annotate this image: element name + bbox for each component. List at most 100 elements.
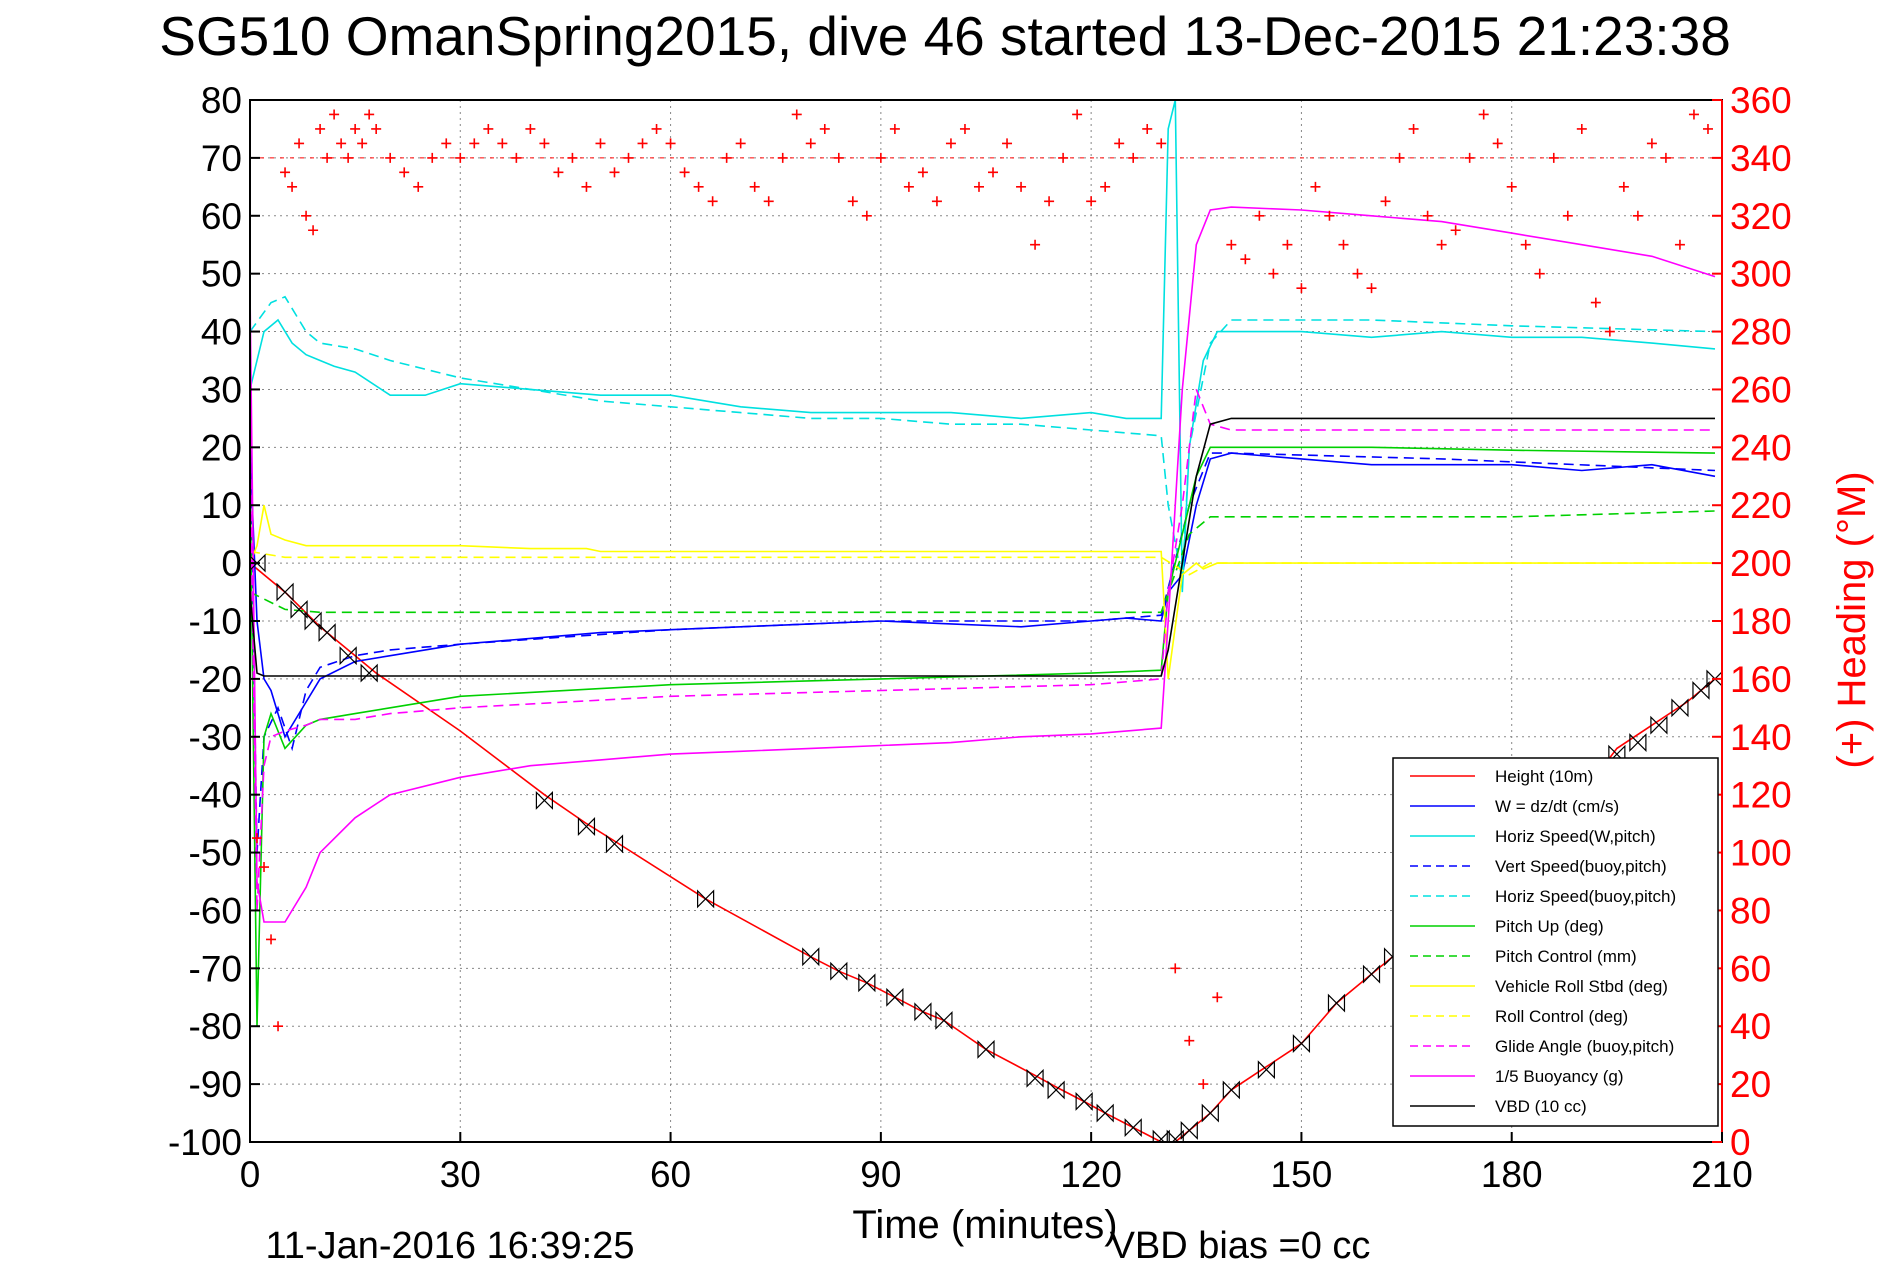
x-tick-label: 90: [860, 1154, 901, 1195]
heading-point: [581, 181, 592, 192]
series-line-3: [250, 418, 1716, 853]
heading-point: [903, 181, 914, 192]
heading-point: [693, 181, 704, 192]
heading-point: [1324, 210, 1335, 221]
heading-point: [1002, 138, 1013, 149]
heading-point: [252, 833, 263, 844]
y-right-tick-label: 140: [1730, 717, 1792, 758]
heading-point: [651, 123, 662, 134]
heading-point: [1702, 123, 1713, 134]
heading-point: [1156, 138, 1167, 149]
heading-point: [1142, 123, 1153, 134]
heading-point: [525, 123, 536, 134]
y-tick-label: 40: [201, 312, 242, 353]
heading-point: [665, 138, 676, 149]
heading-point: [1632, 210, 1643, 221]
vbd-marker: [535, 791, 553, 810]
heading-point: [413, 181, 424, 192]
heading-point: [1170, 963, 1181, 974]
heading-point: [707, 196, 718, 207]
x-tick-label: 60: [650, 1154, 691, 1195]
x-tick-label: 30: [440, 1154, 481, 1195]
vbd-marker: [1075, 1092, 1093, 1111]
chart-title: SG510 OmanSpring2015, dive 46 started 13…: [159, 5, 1731, 67]
heading-point: [1534, 268, 1545, 279]
series-line-5: [250, 446, 1716, 1027]
heading-point: [294, 138, 305, 149]
heading-point: [609, 167, 620, 178]
heading-point: [259, 862, 270, 873]
heading-point: [1604, 326, 1615, 337]
legend-label-8: Roll Control (deg): [1495, 1007, 1628, 1026]
y-right-tick-label: 340: [1730, 138, 1792, 179]
legend-label-6: Pitch Control (mm): [1495, 947, 1637, 966]
heading-point: [1492, 138, 1503, 149]
legend-label-7: Vehicle Roll Stbd (deg): [1495, 977, 1668, 996]
y-tick-label: -60: [189, 890, 242, 931]
heading-point: [805, 138, 816, 149]
heading-point: [273, 1021, 284, 1032]
heading-point: [1618, 181, 1629, 192]
vbd-marker: [339, 646, 357, 666]
diamond-marker-layer: [250, 553, 1722, 1142]
heading-point: [1072, 109, 1083, 120]
footer-vbd-bias: VBD bias =0 cc: [1110, 1225, 1371, 1262]
legend-label-10: 1/5 Buoyancy (g): [1495, 1067, 1624, 1086]
x-tick-label: 0: [240, 1154, 261, 1195]
series-line-2: [250, 100, 1716, 593]
heading-layer: [250, 109, 1722, 1090]
y-right-tick-label: 360: [1730, 80, 1792, 121]
heading-point: [889, 123, 900, 134]
footer-timestamp: 11-Jan-2016 16:39:25: [265, 1225, 634, 1262]
vbd-marker: [290, 599, 308, 619]
heading-point: [1044, 196, 1055, 207]
heading-point: [1254, 210, 1265, 221]
y-right-tick-label: 0: [1730, 1122, 1751, 1163]
x-ticks: 0 30 60 90 120 150 180 210: [240, 1132, 1753, 1195]
heading-point: [917, 167, 928, 178]
vbd-marker: [1629, 733, 1647, 753]
heading-point: [945, 138, 956, 149]
heading-point: [1016, 181, 1027, 192]
heading-point: [959, 123, 970, 134]
legend-label-4: Horiz Speed(buoy,pitch): [1495, 887, 1676, 906]
y-right-tick-label: 300: [1730, 254, 1792, 295]
y-tick-label: -10: [189, 601, 242, 642]
y-tick-label: -100: [168, 1122, 242, 1163]
legend-label-2: Horiz Speed(W,pitch): [1495, 827, 1656, 846]
vbd-marker: [605, 834, 624, 854]
heading-point: [399, 167, 410, 178]
heading-point: [1114, 138, 1125, 149]
y-tick-label: -20: [189, 659, 242, 700]
series-line-10: [250, 206, 1716, 923]
y-right-tick-label: 80: [1730, 890, 1771, 931]
vbd-marker: [1650, 715, 1668, 735]
heading-point: [329, 109, 340, 120]
vbd-marker: [1201, 1103, 1219, 1123]
y-right-tick-label: 100: [1730, 833, 1792, 874]
vbd-marker: [1692, 681, 1710, 700]
vbd-marker: [886, 987, 904, 1007]
heading-point: [315, 123, 326, 134]
legend: Height (10m) W = dz/dt (cm/s) Horiz Speed(…: [1392, 757, 1719, 1127]
vbd-marker: [802, 947, 820, 967]
heading-point: [1422, 210, 1433, 221]
vbd-marker: [977, 1039, 995, 1059]
y-right-tick-label: 240: [1730, 427, 1792, 468]
y-right-tick-label: 200: [1730, 543, 1792, 584]
vbd-marker: [830, 961, 848, 981]
heading-point: [1212, 992, 1223, 1003]
y-tick-label: 10: [201, 485, 242, 526]
heading-point: [364, 109, 375, 120]
y-tick-label: 60: [201, 196, 242, 237]
heading-point: [819, 123, 830, 134]
x-axis-label: Time (minutes): [852, 1203, 1117, 1247]
series-line-4: [250, 295, 1716, 581]
heading-point: [1688, 109, 1699, 120]
legend-label-3: Vert Speed(buoy,pitch): [1495, 857, 1667, 876]
vbd-marker: [1362, 964, 1381, 984]
series-layer: [250, 100, 1716, 1142]
heading-point: [1100, 181, 1111, 192]
y-axis-label-right: (+) Heading (°M): [1830, 471, 1874, 768]
heading-point: [1450, 225, 1461, 236]
